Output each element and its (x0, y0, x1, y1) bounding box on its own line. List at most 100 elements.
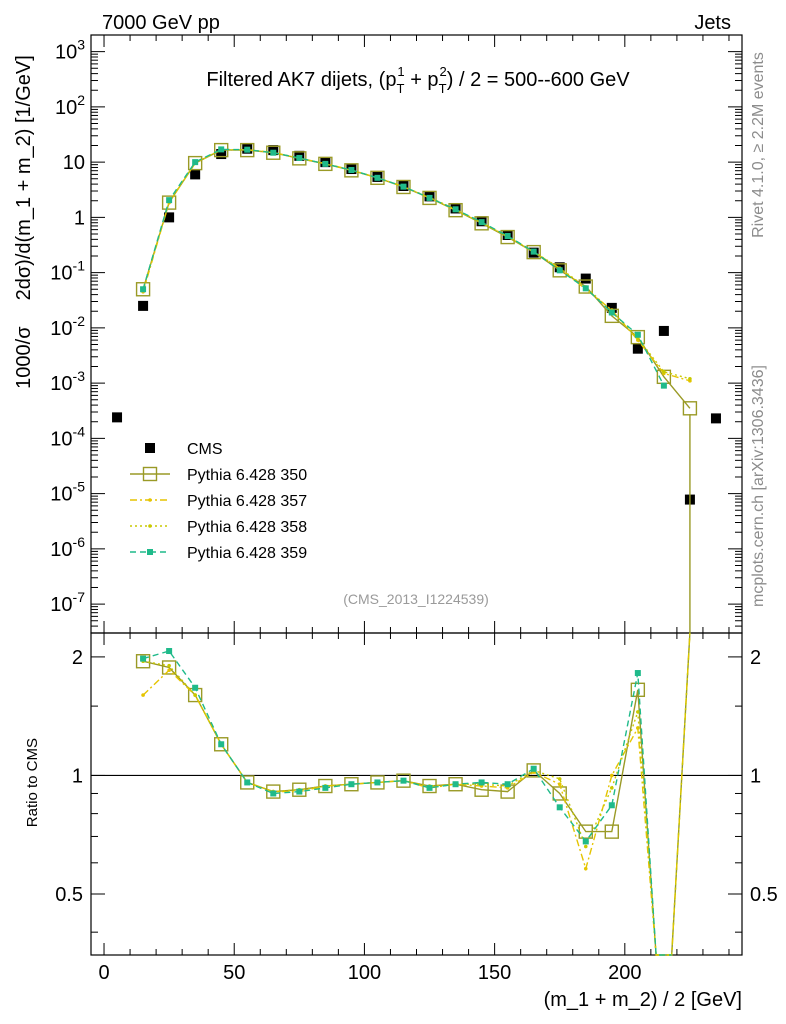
ratio-series-marker (374, 779, 381, 786)
mc-series-marker (662, 370, 666, 374)
ratio-series-marker (608, 802, 615, 809)
ratio-series-marker (348, 781, 355, 788)
x-tick-label: 0 (98, 962, 109, 984)
legend-marker (148, 498, 152, 502)
mc-series-marker (526, 244, 541, 260)
mc-series-marker (556, 267, 563, 274)
category-label: Jets (694, 12, 731, 34)
ratio-series-marker (161, 660, 177, 675)
ratio-series-marker (583, 866, 588, 871)
mc-series-marker (448, 202, 463, 218)
ratio-series-marker (578, 824, 593, 839)
mc-series-marker (370, 170, 385, 186)
ratio-series-marker (530, 765, 537, 772)
mc-series-line (142, 149, 691, 409)
ratio-series-marker (426, 784, 433, 791)
mc-series-marker (530, 248, 537, 255)
mc-series-marker (322, 160, 329, 167)
rivet-version-label: Rivet 4.1.0, ≥ 2.2M events (750, 52, 767, 238)
mc-series-marker (187, 155, 203, 171)
mc-series-marker (374, 174, 381, 181)
y-tick-label: 103 (55, 37, 85, 64)
y-tick-label: 10-6 (50, 534, 85, 561)
ratio-series-marker (557, 782, 562, 787)
mc-series-marker (474, 216, 489, 231)
ratio-series-marker (292, 782, 307, 797)
ratio-series-marker (167, 668, 171, 673)
ratio-series-marker (478, 779, 485, 786)
main-series-layer (112, 142, 721, 633)
legend: CMS Pythia 6.428 350 Pythia 6.428 357 Pythi… (130, 441, 307, 562)
ratio-series-line (142, 650, 672, 956)
x-tick-label: 100 (348, 962, 381, 984)
ratio-series-marker (582, 838, 589, 845)
mc-series-marker (400, 183, 407, 190)
ratio-y-tick-label: 2 (72, 647, 83, 669)
mc-series-marker (688, 376, 692, 381)
mc-series-marker (634, 331, 641, 338)
legend-marker (142, 466, 158, 482)
mc-series-marker (660, 382, 667, 389)
cms-data-point (112, 412, 123, 423)
ratio-y-tick-label-right: 0.5 (750, 884, 778, 906)
plot-title: Filtered AK7 dijets, (pT1 + pT2) / 2 = 5… (206, 64, 630, 96)
x-axis-label: (m_1 + m_2) / 2 [GeV] (544, 989, 742, 1011)
y-tick-label: 102 (55, 92, 85, 119)
mcplots-label: mcplots.cern.ch [arXiv:1306.3436] (750, 365, 767, 607)
x-tick-label: 150 (478, 962, 511, 984)
cms-data-point (164, 212, 175, 223)
cms-data-point (632, 343, 643, 354)
energy-label: 7000 GeV pp (102, 12, 220, 34)
mc-series-marker (396, 179, 411, 195)
x-tick-label: 50 (223, 962, 245, 984)
ratio-series-marker (610, 786, 614, 790)
legend-label: Pythia 6.428 358 (187, 519, 307, 536)
ratio-series-marker (556, 804, 563, 811)
mc-series-marker (608, 309, 615, 316)
ratio-series-marker (557, 777, 562, 781)
mc-series-marker (166, 197, 173, 204)
legend-marker (147, 549, 153, 555)
mc-series-marker (478, 219, 485, 226)
ratio-y-tick-label-right: 1 (750, 765, 761, 787)
mc-series-marker (218, 146, 225, 153)
ratio-y-axis-label: Ratio to CMS (24, 738, 41, 827)
legend-marker-cms (145, 443, 155, 453)
ratio-series-marker (552, 786, 567, 801)
y-tick-label: 10-1 (50, 258, 85, 285)
analysis-watermark: (CMS_2013_I1224539) (343, 591, 489, 607)
ratio-series-marker (270, 790, 277, 797)
mc-series-marker (135, 282, 151, 297)
y-tick-label: 10-5 (50, 479, 85, 506)
ratio-series-marker (192, 684, 199, 691)
ratio-axis-ticks: 2 2 1 1 0.5 0.5 0 50 100 150 200 (55, 633, 778, 984)
ratio-series-line (142, 632, 691, 956)
cms-data-point (138, 300, 149, 311)
ratio-series-marker (634, 670, 641, 677)
ratio-series-line (142, 632, 691, 956)
ratio-series-marker (400, 777, 407, 784)
ratio-series-marker (322, 784, 329, 791)
cms-data-point (190, 169, 201, 180)
ratio-y-tick-label-right: 2 (750, 647, 761, 669)
ratio-series-marker (604, 824, 619, 839)
y-tick-label: 10-2 (50, 313, 85, 340)
ratio-series-marker (141, 693, 145, 697)
mc-series-marker (582, 285, 589, 292)
ratio-series-marker (504, 781, 511, 788)
legend-label: CMS (187, 441, 223, 458)
mc-series-line (142, 149, 691, 382)
cms-data-point (658, 325, 669, 336)
mc-series-marker (292, 151, 307, 166)
x-tick-label: 200 (608, 962, 641, 984)
legend-label: Pythia 6.428 350 (187, 467, 307, 484)
mc-series-marker (140, 286, 147, 293)
ratio-series-line (142, 632, 691, 956)
mc-series-marker (161, 195, 177, 210)
mc-series-marker (270, 149, 277, 156)
cms-data-point (216, 149, 227, 160)
mc-series-marker (348, 167, 355, 174)
mc-series-marker (426, 194, 433, 201)
ratio-series-marker (140, 655, 147, 662)
y-tick-label: 10 (63, 152, 85, 174)
